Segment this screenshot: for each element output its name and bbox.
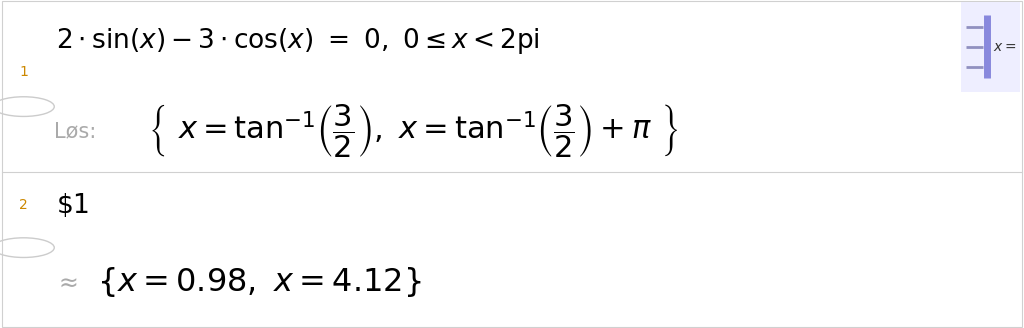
Text: $\left\{\ x = \tan^{-1}\!\left(\dfrac{3}{2}\right),\ x = \tan^{-1}\!\left(\dfrac: $\left\{\ x = \tan^{-1}\!\left(\dfrac{3}… bbox=[148, 102, 679, 160]
Text: $x=$: $x=$ bbox=[993, 40, 1017, 54]
Text: Løs:: Løs: bbox=[54, 121, 96, 141]
Text: 1: 1 bbox=[19, 65, 28, 79]
Text: $\approx$: $\approx$ bbox=[54, 270, 78, 294]
Text: $2 \cdot \sin(x) - 3 \cdot \cos(x) \ = \ 0,\ 0 \leq x < 2\mathrm{pi}$: $2 \cdot \sin(x) - 3 \cdot \cos(x) \ = \… bbox=[56, 26, 540, 56]
Text: 2: 2 bbox=[19, 198, 28, 212]
Text: $\$1$: $\$1$ bbox=[56, 191, 89, 219]
FancyBboxPatch shape bbox=[961, 2, 1020, 92]
Text: $\left\{x = 0.98,\ x = 4.12\right\}$: $\left\{x = 0.98,\ x = 4.12\right\}$ bbox=[97, 265, 422, 299]
